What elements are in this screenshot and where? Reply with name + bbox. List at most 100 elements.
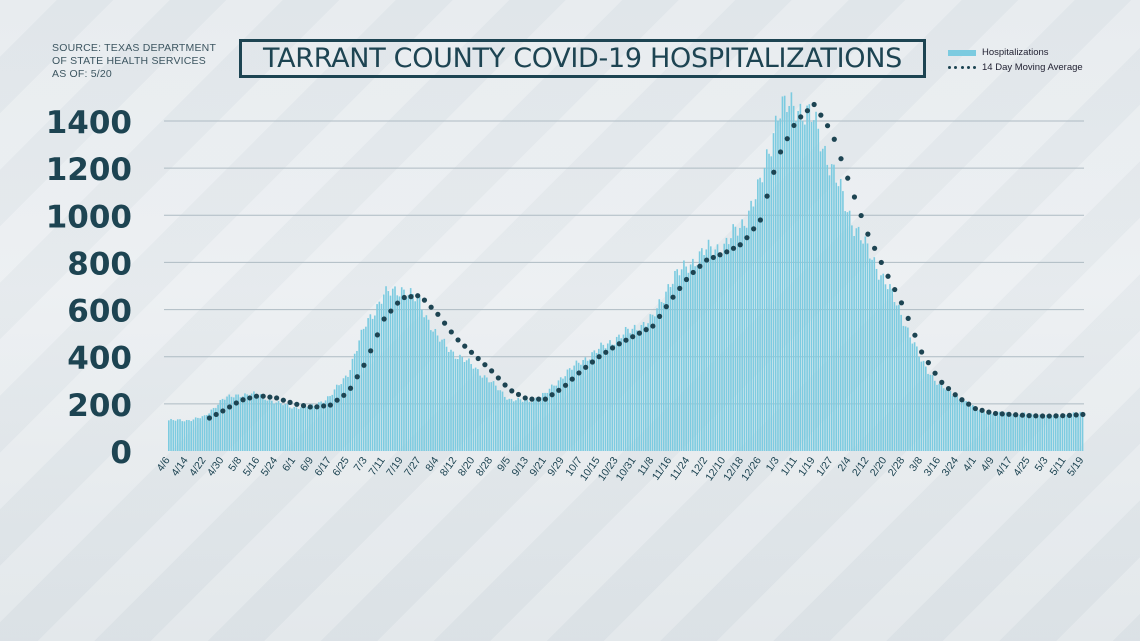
bar — [192, 419, 195, 451]
moving-average-point — [213, 411, 219, 418]
bar — [826, 164, 829, 451]
bar — [786, 112, 788, 452]
bar — [1081, 412, 1084, 451]
moving-average-point — [260, 393, 266, 399]
bar — [797, 111, 799, 452]
bar — [774, 115, 777, 451]
bar — [571, 369, 573, 451]
bar — [589, 359, 591, 451]
bar — [920, 361, 923, 451]
bar — [286, 404, 289, 451]
moving-average-point — [697, 263, 703, 269]
x-tick-label: 4/30 — [205, 455, 227, 479]
bar — [692, 258, 694, 451]
bar — [472, 368, 475, 451]
bar — [418, 296, 421, 451]
chart-title-box: TARRANT COUNTY COVID-19 HOSPITALIZATIONS — [239, 39, 926, 78]
moving-average-point — [824, 123, 831, 129]
bar — [669, 287, 672, 451]
bar — [586, 360, 589, 451]
moving-average-point — [1053, 413, 1059, 419]
moving-average-point — [690, 269, 696, 276]
moving-average-point — [253, 393, 260, 399]
x-tick-label: 4/1 — [961, 455, 979, 474]
bar — [407, 294, 410, 451]
bar — [436, 335, 439, 451]
bar — [250, 393, 253, 451]
bar — [329, 396, 331, 451]
bar — [282, 405, 284, 451]
bar — [414, 301, 416, 451]
bar — [456, 359, 459, 451]
moving-average-point — [905, 315, 911, 322]
bar — [340, 384, 343, 451]
bar — [938, 383, 941, 451]
bar — [1012, 414, 1014, 451]
bar — [481, 377, 484, 451]
moving-average-point — [643, 327, 649, 333]
bar — [542, 392, 544, 451]
bar — [459, 354, 461, 451]
bar — [550, 384, 553, 451]
bar — [954, 396, 956, 451]
moving-average-point — [562, 382, 569, 388]
bar — [255, 393, 257, 451]
bar — [974, 407, 976, 451]
bar — [223, 399, 226, 451]
bar — [1016, 414, 1019, 451]
bar — [824, 145, 826, 451]
x-tick-label: 8/12 — [438, 455, 460, 479]
moving-average-point — [300, 403, 307, 409]
bar — [215, 408, 217, 451]
moving-average-point — [583, 364, 589, 370]
legend-item-hospitalizations: Hospitalizations — [948, 45, 1083, 60]
bar — [284, 403, 287, 451]
moving-average-point — [1019, 412, 1026, 418]
moving-average-point — [388, 308, 394, 314]
bar — [510, 398, 513, 451]
moving-average-point — [569, 376, 575, 382]
bar — [369, 314, 372, 451]
bar — [873, 257, 876, 451]
bar — [237, 394, 240, 451]
moving-average-point — [435, 311, 441, 317]
bar — [810, 121, 813, 452]
bar — [344, 375, 347, 451]
moving-average-point — [925, 360, 931, 366]
bar — [1075, 413, 1077, 451]
chart-legend: Hospitalizations 14 Day Moving Average — [948, 45, 1083, 75]
bar — [898, 304, 900, 451]
moving-average-point — [596, 354, 602, 360]
moving-average-point — [683, 276, 690, 283]
bar — [922, 360, 925, 451]
bar — [197, 417, 199, 451]
moving-average-point — [898, 300, 905, 306]
bar — [288, 407, 291, 451]
bar — [642, 321, 645, 451]
moving-average-point — [287, 399, 293, 405]
bar — [989, 411, 992, 451]
bar — [517, 397, 519, 451]
bar — [421, 309, 423, 451]
moving-average-point — [878, 259, 884, 266]
bar — [1036, 415, 1039, 451]
bar — [499, 390, 502, 451]
moving-average-point — [1006, 411, 1012, 417]
moving-average-point — [529, 396, 535, 402]
bar — [246, 394, 248, 451]
moving-average-point — [892, 286, 898, 293]
bar — [645, 326, 647, 451]
bar — [1052, 415, 1055, 451]
bar — [259, 394, 262, 451]
bar — [333, 389, 336, 451]
bar — [900, 314, 902, 451]
bar — [795, 121, 797, 451]
bar — [931, 375, 934, 451]
bar — [860, 240, 862, 451]
moving-average-point — [515, 391, 522, 398]
bar — [598, 348, 600, 451]
moving-average-point — [576, 370, 582, 376]
bar — [268, 398, 271, 451]
bar — [1007, 413, 1010, 451]
x-tick-label: 2/20 — [868, 455, 890, 479]
